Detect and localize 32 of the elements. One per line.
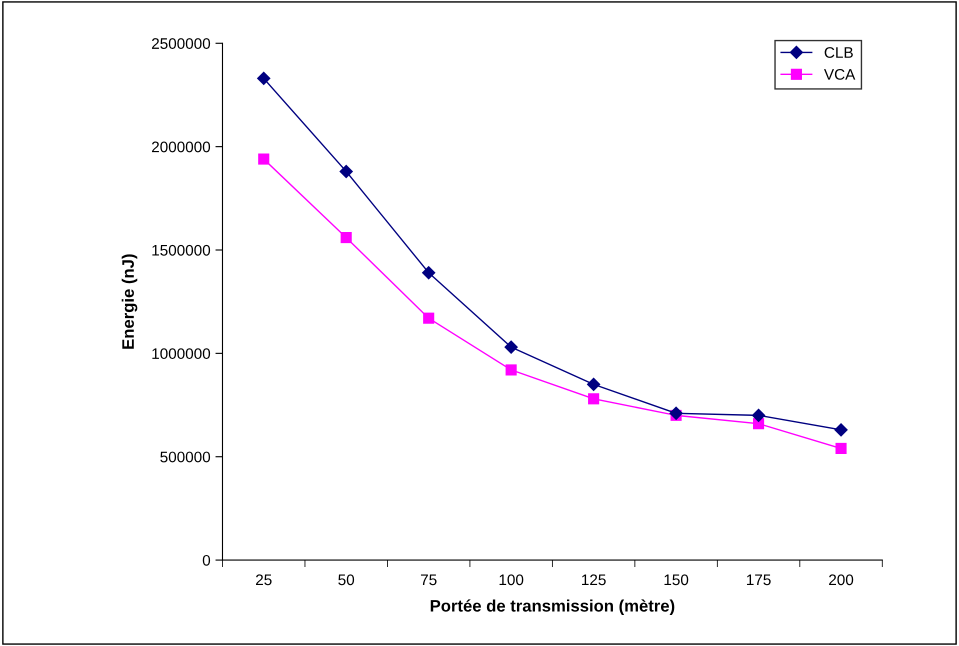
y-axis-title: Energie (nJ): [122, 254, 138, 349]
x-tick-label: 150: [664, 574, 688, 586]
y-tick-label: 2500000: [152, 38, 210, 49]
y-tick-label: 1500000: [152, 244, 210, 256]
x-tick-label: 50: [338, 574, 354, 586]
point: [504, 340, 518, 354]
x-axis-title: Portée de transmission (mètre): [430, 599, 674, 616]
y-tick-label: 500000: [160, 452, 210, 462]
point: [670, 406, 683, 420]
x-tick-label: 125: [582, 574, 606, 586]
y-tick-label: 2000000: [152, 142, 210, 152]
point: [340, 232, 352, 244]
point: [422, 266, 436, 280]
legend-label: VCA: [824, 68, 856, 80]
x-tick-label: 100: [500, 574, 524, 586]
legend-label: CLB: [824, 47, 853, 58]
x-tick-label: 175: [746, 574, 771, 586]
point: [340, 164, 353, 178]
x-tick-label: 200: [829, 574, 854, 586]
point: [257, 72, 270, 86]
point: [258, 153, 270, 165]
x-tick-label: 25: [256, 574, 272, 586]
point: [834, 423, 848, 436]
point: [506, 364, 517, 376]
y-tick-label: 0: [202, 554, 210, 566]
point: [587, 378, 600, 391]
point: [752, 408, 766, 422]
point: [835, 442, 847, 454]
point: [423, 312, 434, 324]
point: [588, 393, 600, 404]
x-tick-label: 75: [420, 574, 437, 586]
y-tick-label: 1000000: [152, 348, 210, 360]
